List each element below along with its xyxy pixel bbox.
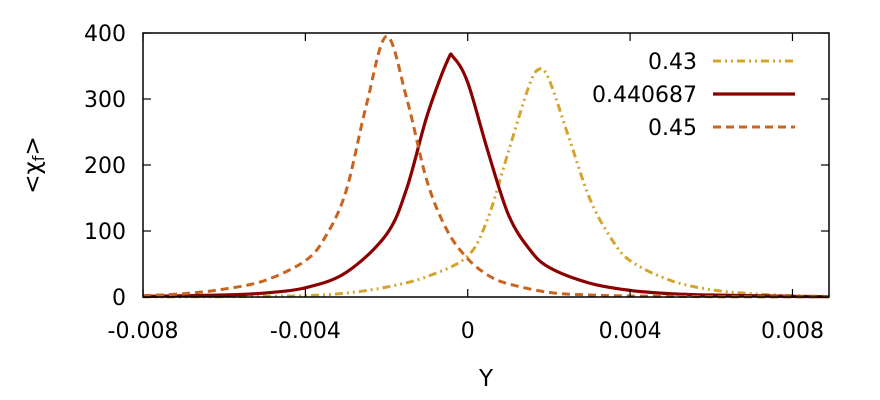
x-tick-label: -0.008 xyxy=(108,319,179,344)
legend: 0.43 0.440687 0.45 xyxy=(592,50,795,141)
y-axis-label-end: > xyxy=(20,136,46,155)
y-axis-label: <χf> xyxy=(20,136,48,193)
y-tick-label: 300 xyxy=(84,88,126,113)
series-layer xyxy=(142,34,830,299)
legend-label-1: 0.43 xyxy=(648,50,697,75)
y-axis-label-main: <χ xyxy=(20,161,46,194)
y-tick-label: 0 xyxy=(112,286,126,311)
plot-frame xyxy=(142,32,830,298)
series-line-1 xyxy=(142,67,830,299)
x-tick-label: 0 xyxy=(461,319,475,344)
y-tick-label: 400 xyxy=(84,22,126,47)
y-axis-label-sub: f xyxy=(29,155,48,161)
y-tick-label: 100 xyxy=(84,220,126,245)
series-line-3 xyxy=(142,34,830,299)
series-line-2 xyxy=(142,52,830,299)
x-tick-label: -0.004 xyxy=(270,319,341,344)
y-tick-label: 200 xyxy=(84,154,126,179)
x-axis-label: Y xyxy=(478,366,494,392)
legend-label-2: 0.440687 xyxy=(592,83,697,108)
legend-label-3: 0.45 xyxy=(648,116,697,141)
x-tick-label: 0.004 xyxy=(599,319,662,344)
x-tick-label: 0.008 xyxy=(761,319,824,344)
ticks-layer: -0.008 -0.004 0 0.004 0.008 0 100 200 300 400 xyxy=(84,22,829,344)
